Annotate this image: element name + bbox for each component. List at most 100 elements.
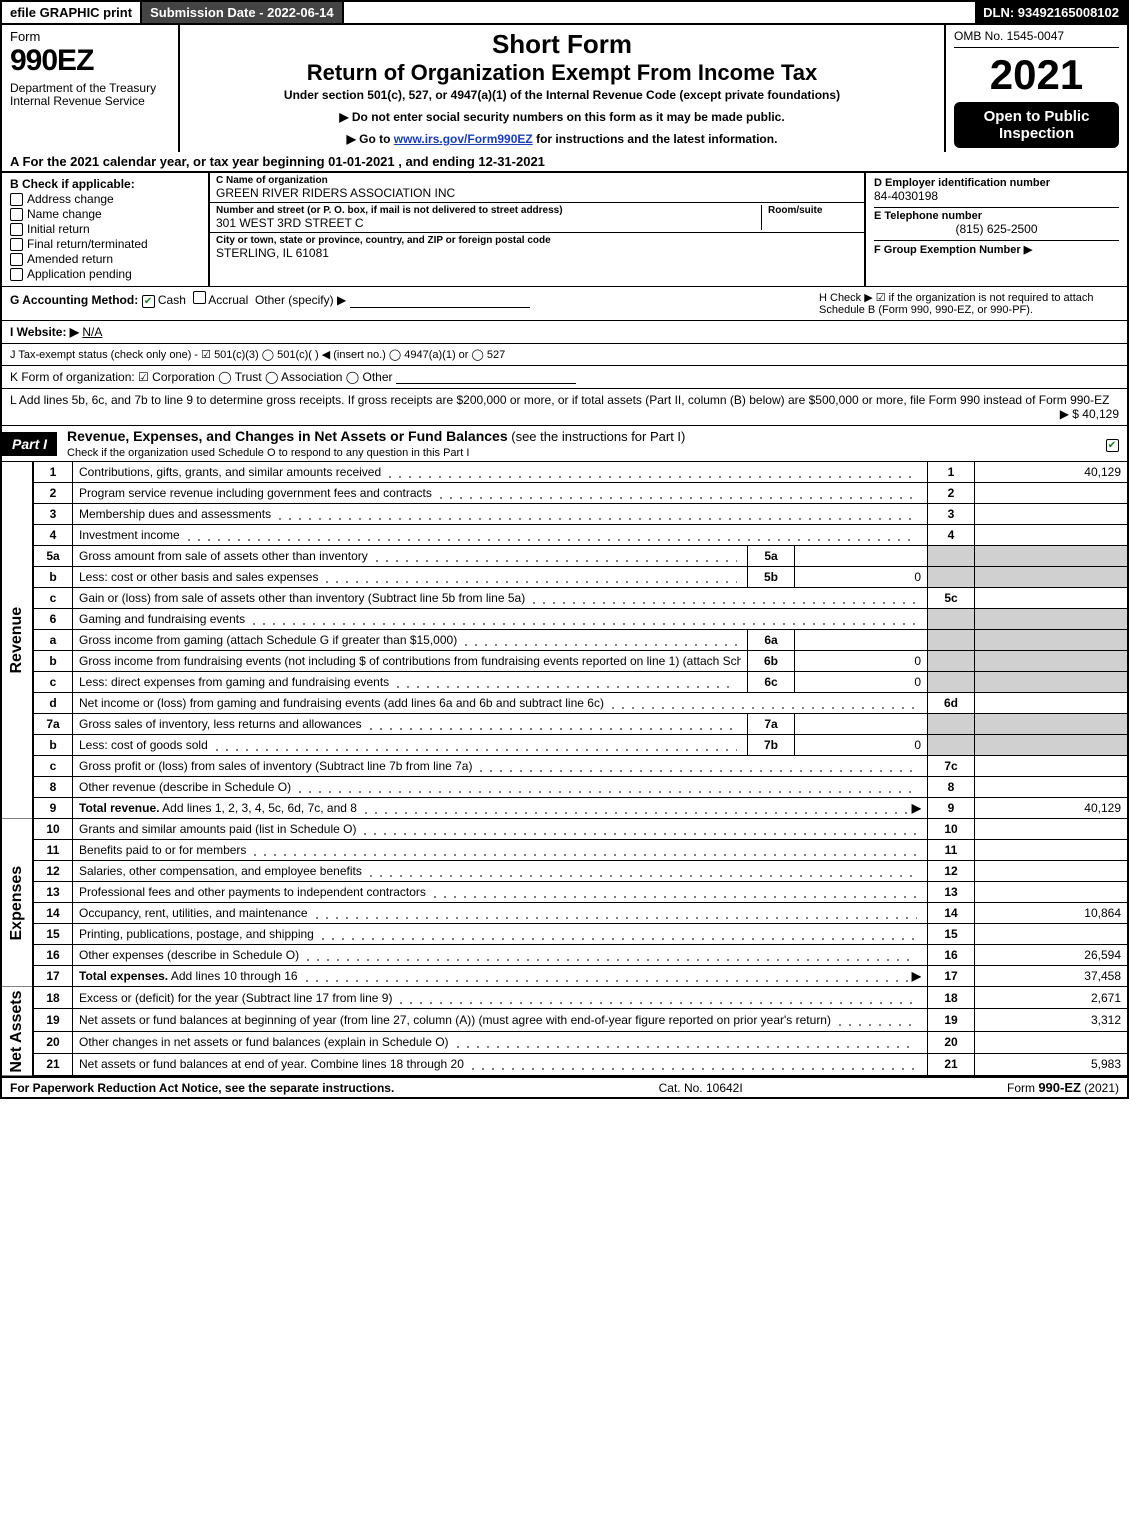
footer-left: For Paperwork Reduction Act Notice, see … xyxy=(10,1081,394,1095)
checkbox-icon xyxy=(10,253,23,266)
line-number: 7a xyxy=(33,714,73,735)
g-blank xyxy=(350,307,530,308)
line-desc: Less: direct expenses from gaming and fu… xyxy=(73,672,748,693)
omb-number: OMB No. 1545-0047 xyxy=(954,29,1119,48)
line-desc: Other revenue (describe in Schedule O) xyxy=(73,777,928,798)
cb-label: Address change xyxy=(27,192,114,206)
line-desc: Other changes in net assets or fund bala… xyxy=(73,1031,928,1053)
line-number: c xyxy=(33,672,73,693)
line-ref-shaded xyxy=(928,609,975,630)
line-number: a xyxy=(33,630,73,651)
cb-amended-return[interactable]: Amended return xyxy=(10,252,200,266)
line-amount xyxy=(975,693,1129,714)
g-label: G Accounting Method: xyxy=(10,293,138,307)
expenses-table: Expenses10Grants and similar amounts pai… xyxy=(0,819,1129,987)
line-ref: 14 xyxy=(928,903,975,924)
subline-value: 0 xyxy=(795,672,928,693)
line-row: bGross income from fundraising events (n… xyxy=(1,651,1128,672)
line-ref-shaded xyxy=(928,567,975,588)
footer-right-post: (2021) xyxy=(1081,1081,1119,1095)
g-other: Other (specify) ▶ xyxy=(255,293,346,307)
section-side-label: Revenue xyxy=(1,462,33,819)
line-row: 19Net assets or fund balances at beginni… xyxy=(1,1009,1128,1031)
line-row: 13Professional fees and other payments t… xyxy=(1,882,1128,903)
line-number: 15 xyxy=(33,924,73,945)
line-desc: Membership dues and assessments xyxy=(73,504,928,525)
group-exemption-section: F Group Exemption Number ▶ xyxy=(874,241,1119,260)
line-row: 15Printing, publications, postage, and s… xyxy=(1,924,1128,945)
cb-address-change[interactable]: Address change xyxy=(10,192,200,206)
footer-right: Form 990-EZ (2021) xyxy=(1007,1080,1119,1095)
cb-initial-return[interactable]: Initial return xyxy=(10,222,200,236)
subline-number: 7b xyxy=(748,735,795,756)
checkbox-icon xyxy=(10,208,23,221)
line-desc: Contributions, gifts, grants, and simila… xyxy=(73,462,928,483)
line-number: c xyxy=(33,588,73,609)
subline-number: 5b xyxy=(748,567,795,588)
line-row: 17Total expenses. Add lines 10 through 1… xyxy=(1,966,1128,987)
line-amount: 26,594 xyxy=(975,945,1129,966)
line-number: 3 xyxy=(33,504,73,525)
line-amount-shaded xyxy=(975,714,1129,735)
revenue-table: Revenue1Contributions, gifts, grants, an… xyxy=(0,462,1129,819)
line-desc: Gross profit or (loss) from sales of inv… xyxy=(73,756,928,777)
checkbox-cash-icon xyxy=(142,295,155,308)
line-ref: 10 xyxy=(928,819,975,840)
line-row: 8Other revenue (describe in Schedule O)8 xyxy=(1,777,1128,798)
g-accrual: Accrual xyxy=(208,293,248,307)
line-number: 10 xyxy=(33,819,73,840)
line-ref: 9 xyxy=(928,798,975,819)
line-number: 19 xyxy=(33,1009,73,1031)
line-amount-shaded xyxy=(975,609,1129,630)
department-label: Department of the Treasury Internal Reve… xyxy=(10,82,170,108)
row-g: G Accounting Method: Cash Accrual Other … xyxy=(10,291,819,316)
line-amount: 3,312 xyxy=(975,1009,1129,1031)
irs-link[interactable]: www.irs.gov/Form990EZ xyxy=(394,132,533,146)
line-number: 13 xyxy=(33,882,73,903)
part-i-title-rest: (see the instructions for Part I) xyxy=(508,429,686,444)
part-i-header: Part I Revenue, Expenses, and Changes in… xyxy=(0,426,1129,462)
line-row: 11Benefits paid to or for members11 xyxy=(1,840,1128,861)
line-desc: Less: cost or other basis and sales expe… xyxy=(73,567,748,588)
line-ref: 19 xyxy=(928,1009,975,1031)
line-row: 20Other changes in net assets or fund ba… xyxy=(1,1031,1128,1053)
line-ref-shaded xyxy=(928,672,975,693)
line-desc: Occupancy, rent, utilities, and maintena… xyxy=(73,903,928,924)
cb-name-change[interactable]: Name change xyxy=(10,207,200,221)
subline-number: 6b xyxy=(748,651,795,672)
checkbox-icon xyxy=(10,223,23,236)
sections-b-c-d: B Check if applicable: Address change Na… xyxy=(0,173,1129,287)
footer-right-bold: 990-EZ xyxy=(1038,1080,1081,1095)
line-number: 4 xyxy=(33,525,73,546)
line-amount: 10,864 xyxy=(975,903,1129,924)
line-row: Expenses10Grants and similar amounts pai… xyxy=(1,819,1128,840)
line-number: 11 xyxy=(33,840,73,861)
line-row: bLess: cost or other basis and sales exp… xyxy=(1,567,1128,588)
checkbox-icon xyxy=(10,193,23,206)
l-text: L Add lines 5b, 6c, and 7b to line 9 to … xyxy=(10,393,1119,407)
org-address: 301 WEST 3RD STREET C xyxy=(216,216,755,230)
line-desc: Excess or (deficit) for the year (Subtra… xyxy=(73,987,928,1009)
subline-number: 6c xyxy=(748,672,795,693)
subline-value: 0 xyxy=(795,735,928,756)
subline-value xyxy=(795,546,928,567)
row-l: L Add lines 5b, 6c, and 7b to line 9 to … xyxy=(0,389,1129,426)
line-ref: 12 xyxy=(928,861,975,882)
short-form-title: Short Form xyxy=(190,29,934,60)
k-blank xyxy=(396,383,576,384)
line-desc: Net assets or fund balances at end of ye… xyxy=(73,1053,928,1075)
group-exemption-label: F Group Exemption Number ▶ xyxy=(874,243,1119,256)
line-amount xyxy=(975,882,1129,903)
cb-application-pending[interactable]: Application pending xyxy=(10,267,200,281)
k-text: K Form of organization: ☑ Corporation ◯ … xyxy=(10,370,393,384)
part-i-checkbox[interactable] xyxy=(1097,436,1127,452)
line-row: 5aGross amount from sale of assets other… xyxy=(1,546,1128,567)
line-amount: 40,129 xyxy=(975,462,1129,483)
subline-value xyxy=(795,630,928,651)
row-i: I Website: ▶ N/A xyxy=(0,321,1129,344)
line-row: cGain or (loss) from sale of assets othe… xyxy=(1,588,1128,609)
line-row: 9Total revenue. Add lines 1, 2, 3, 4, 5c… xyxy=(1,798,1128,819)
subline-number: 7a xyxy=(748,714,795,735)
cb-final-return[interactable]: Final return/terminated xyxy=(10,237,200,251)
line-amount xyxy=(975,861,1129,882)
